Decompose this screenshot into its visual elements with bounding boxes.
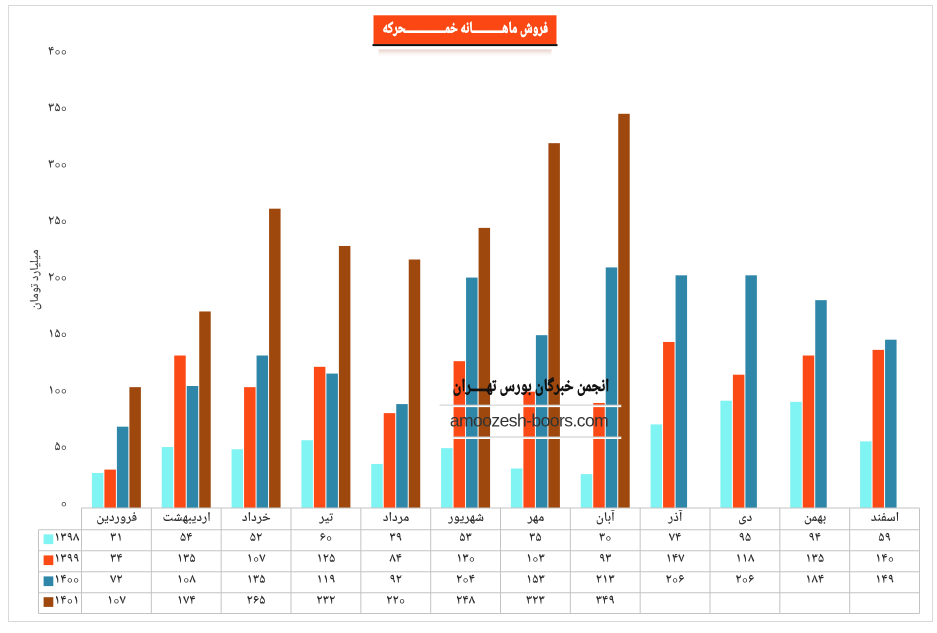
svg-text:amoozesh-boors.com: amoozesh-boors.com — [450, 411, 608, 431]
